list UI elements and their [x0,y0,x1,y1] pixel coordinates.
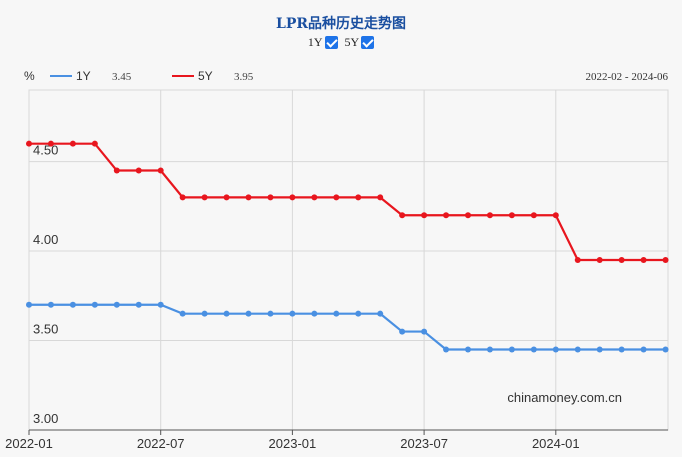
data-point-1y[interactable] [157,301,164,308]
data-point-5y[interactable] [311,194,318,201]
data-point-1y[interactable] [377,310,384,317]
data-point-1y[interactable] [69,301,76,308]
data-point-1y[interactable] [596,346,603,353]
data-point-5y[interactable] [377,194,384,201]
data-point-1y[interactable] [640,346,647,353]
data-point-1y[interactable] [289,310,296,317]
legend-1y-label: 1Y [76,69,91,83]
data-point-5y[interactable] [157,167,164,174]
data-point-1y[interactable] [530,346,537,353]
data-point-1y[interactable] [574,346,581,353]
date-range: 2022-02 - 2024-06 [586,71,669,83]
legend-5y[interactable]: 5Y 3.95 [172,69,254,83]
grid [28,89,669,431]
data-point-5y[interactable] [640,257,647,263]
data-point-1y[interactable] [91,301,98,308]
x-tick-label: 2024-01 [532,436,580,451]
data-point-5y[interactable] [69,140,76,147]
y-axis: 3.00 3.50 4.00 4.50 [33,143,58,426]
y-tick-label: 3.00 [33,411,58,426]
data-point-1y[interactable] [47,301,54,308]
data-point-5y[interactable] [443,212,450,219]
data-point-1y[interactable] [245,310,252,317]
data-point-5y[interactable] [508,212,515,219]
series-line-1y [29,303,666,351]
data-point-5y[interactable] [552,212,559,219]
legend-5y-latest: 3.95 [234,71,254,83]
legend-5y-label: 5Y [198,69,213,83]
data-point-1y[interactable] [399,328,406,335]
series-1y [26,301,669,353]
data-point-1y[interactable] [355,310,362,317]
data-point-1y[interactable] [135,301,142,308]
data-point-5y[interactable] [618,257,625,263]
data-point-1y[interactable] [486,346,493,353]
series-line-5y [29,142,666,262]
data-point-5y[interactable] [355,194,362,201]
legend-1y[interactable]: 1Y 3.45 [50,69,132,83]
series-5y [26,140,669,263]
data-point-5y[interactable] [26,140,32,147]
data-point-5y[interactable] [662,257,669,263]
data-point-1y[interactable] [311,310,318,317]
x-tick-label: 2022-07 [137,436,185,451]
data-point-1y[interactable] [113,301,120,308]
y-tick-label: 4.00 [33,232,58,247]
data-point-1y[interactable] [508,346,515,353]
checkbox-1y-icon[interactable] [324,36,338,49]
data-point-1y[interactable] [552,346,559,353]
legend-1y-latest: 3.45 [112,71,132,83]
data-point-5y[interactable] [465,212,471,219]
data-point-1y[interactable] [421,328,428,335]
data-point-1y[interactable] [223,310,230,317]
chart-title: LPR品种历史走势图 [275,16,406,32]
series-toggles: 1Y 5Y [0,35,682,50]
data-point-5y[interactable] [574,257,581,263]
data-point-5y[interactable] [333,194,340,201]
data-point-1y[interactable] [465,346,471,353]
toggle-5y[interactable]: 5Y [345,35,375,50]
data-point-5y[interactable] [245,194,252,201]
y-unit-label: % [24,69,35,83]
toggle-1y-label: 1Y [307,35,323,49]
data-point-5y[interactable] [421,212,428,219]
data-point-5y[interactable] [223,194,230,201]
data-point-5y[interactable] [530,212,537,219]
data-point-1y[interactable] [26,301,32,308]
data-point-1y[interactable] [201,310,208,317]
data-point-5y[interactable] [399,212,406,219]
y-tick-label: 4.50 [33,143,58,158]
toggle-1y[interactable]: 1Y [308,35,338,50]
data-point-1y[interactable] [662,346,669,353]
data-point-1y[interactable] [618,346,625,353]
data-point-5y[interactable] [47,140,54,147]
plot-frame [28,89,669,431]
data-point-5y[interactable] [113,167,120,174]
watermark: chinamoney.com.cn [507,390,622,405]
data-point-5y[interactable] [267,194,274,201]
x-tick-label: 2023-07 [400,436,448,451]
x-tick-label: 2023-01 [269,436,317,451]
data-point-5y[interactable] [596,257,603,263]
data-point-5y[interactable] [486,212,493,219]
x-tick-label: 2022-01 [5,436,53,451]
toggle-5y-label: 5Y [344,35,360,49]
data-point-5y[interactable] [179,194,186,201]
data-point-5y[interactable] [135,167,142,174]
data-point-5y[interactable] [91,140,98,147]
data-point-1y[interactable] [267,310,274,317]
checkbox-5y-icon[interactable] [361,36,375,49]
x-axis: 2022-01 2022-07 2023-01 2023-07 2024-01 [5,429,668,451]
y-tick-label: 3.50 [33,322,58,337]
data-point-5y[interactable] [289,194,296,201]
data-point-1y[interactable] [443,346,450,353]
data-point-1y[interactable] [333,310,340,317]
data-point-1y[interactable] [179,310,186,317]
series-layer [26,140,669,353]
data-point-5y[interactable] [201,194,208,201]
